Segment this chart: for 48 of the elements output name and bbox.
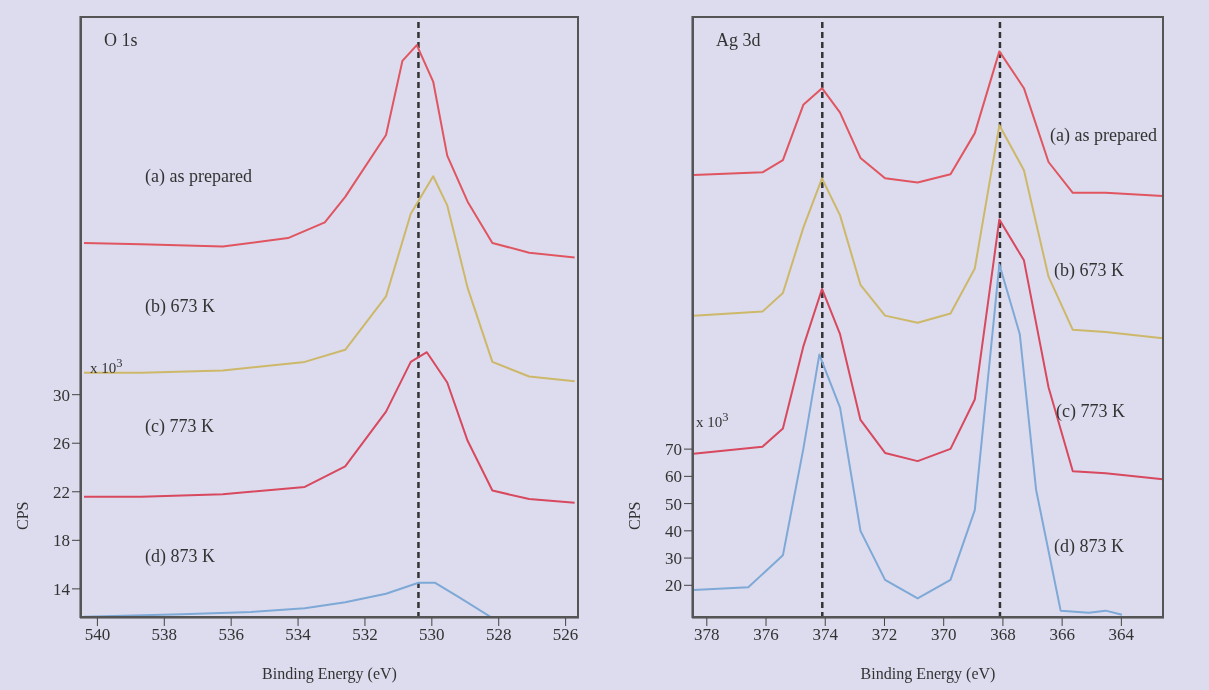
x-tick-label: 526	[552, 625, 579, 645]
x-tick-label: 366	[1049, 625, 1075, 645]
x-tick-label: 538	[151, 625, 178, 645]
x-tick-label: 530	[419, 625, 445, 645]
y-tick-label: 30	[53, 385, 70, 405]
annotation: (c) 773 K	[1056, 401, 1125, 422]
annotation: x 10$^{3}$	[696, 410, 729, 431]
annotation: (a) as prepared	[145, 166, 252, 187]
line-series	[692, 263, 1123, 616]
y-tick-label: 70	[665, 440, 682, 460]
annotation: (b) 673 K	[1054, 260, 1124, 281]
x-axis-title: Binding Energy (eV)	[860, 665, 996, 683]
x-tick-label: 540	[84, 625, 111, 645]
x-tick-label: 376	[753, 625, 779, 645]
y-tick-label: 18	[53, 531, 70, 551]
x-tick-label: 378	[694, 625, 720, 645]
y-tick-label: 40	[665, 521, 682, 541]
y-tick-label: 22	[53, 482, 70, 502]
line-series	[83, 351, 576, 504]
x-tick-label: 532	[352, 625, 378, 645]
x-tick-label: 528	[485, 625, 512, 645]
x-axis-title: Binding Energy (eV)	[262, 665, 397, 683]
annotation: (b) 673 K	[145, 296, 215, 317]
x-tick-label: 364	[1108, 625, 1135, 645]
annotation: (a) as prepared	[1050, 125, 1157, 146]
x-tick-label: 534	[285, 625, 312, 645]
x-tick-label: 370	[930, 625, 957, 645]
x-tick-label: 536	[218, 625, 244, 645]
y-tick-label: 20	[665, 576, 682, 596]
y-axis-title: CPS	[14, 501, 32, 530]
text: O 1s	[104, 30, 138, 51]
y-tick-label: 60	[665, 467, 682, 487]
annotation: (c) 773 K	[145, 416, 214, 437]
y-tick-label: 30	[665, 549, 682, 569]
x-tick-label: 372	[871, 625, 898, 645]
line-series	[692, 50, 1164, 198]
line-series	[83, 44, 576, 259]
annotation: (d) 873 K	[145, 546, 215, 567]
y-axis-title: CPS	[626, 501, 644, 530]
x-tick-label: 368	[990, 625, 1016, 645]
text: Ag 3d	[716, 30, 761, 51]
y-tick-label: 14	[53, 579, 71, 599]
line-series	[692, 218, 1164, 481]
annotation: (d) 873 K	[1054, 536, 1124, 557]
x-tick-label: 374	[812, 625, 839, 645]
line-series	[692, 124, 1164, 340]
y-tick-label: 26	[53, 434, 70, 454]
y-tick-label: 50	[665, 494, 682, 514]
